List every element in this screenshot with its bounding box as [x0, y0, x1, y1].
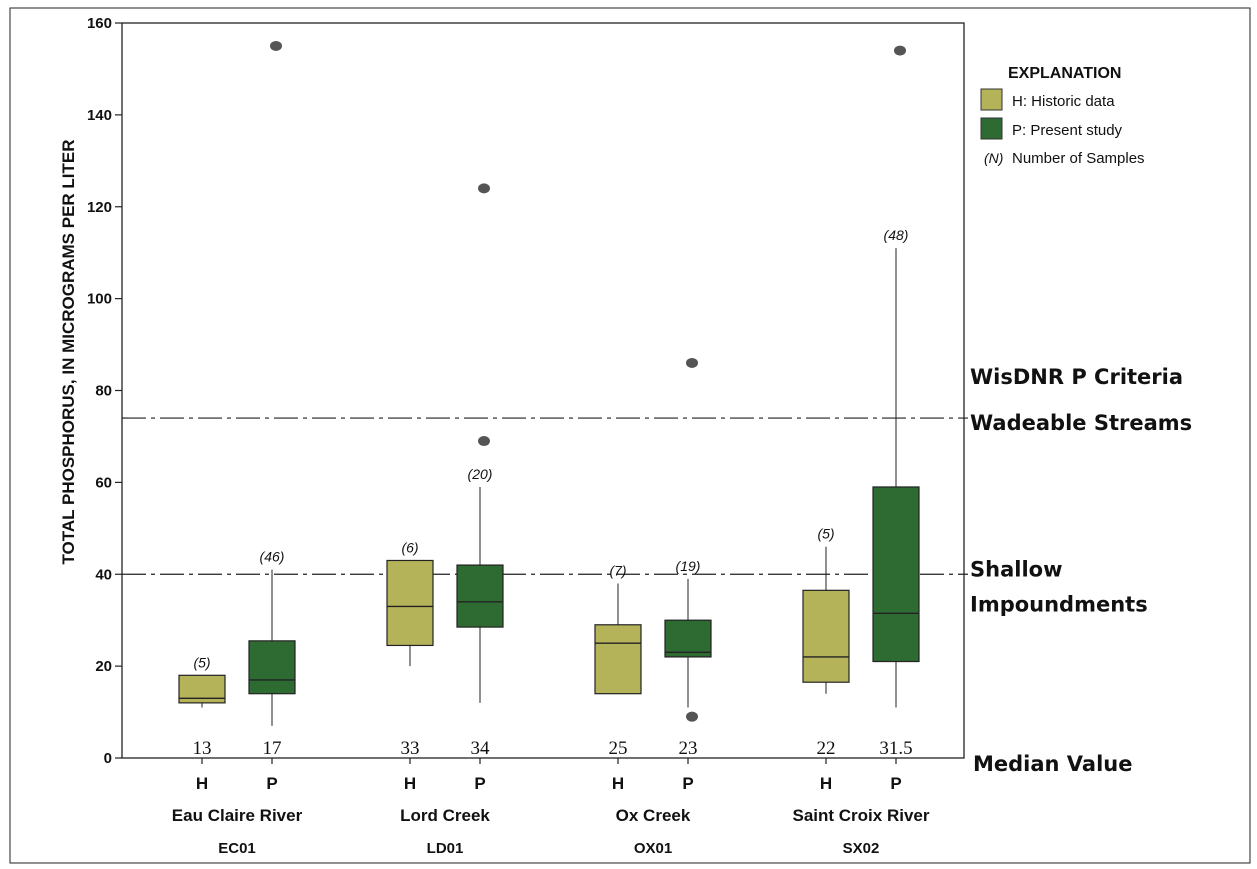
group-label: P	[890, 774, 901, 793]
y-tick-label: 160	[87, 15, 112, 32]
sample-count-label: (48)	[884, 227, 909, 243]
box	[248, 640, 296, 695]
outlier-point	[686, 711, 698, 722]
legend-title: EXPLANATION	[1008, 65, 1121, 82]
group-label: P	[682, 774, 693, 793]
y-axis: 0 20 40 60 80 100 120 140 160	[87, 15, 122, 767]
legend-n-label: Number of Samples	[1012, 150, 1145, 167]
site-code-label: OX01	[634, 840, 672, 857]
sample-count-label: (46)	[260, 549, 285, 565]
y-tick-label: 100	[87, 291, 112, 308]
sample-count-label: (5)	[193, 654, 210, 670]
outlier-point	[894, 45, 906, 56]
site-name-label: Eau Claire River	[172, 806, 303, 825]
median-value-label: 34	[471, 738, 491, 759]
figure-border	[9, 7, 1251, 864]
box	[802, 589, 850, 683]
y-tick-label: 60	[95, 474, 112, 491]
y-axis-label: TOTAL PHOSPHORUS, IN MICROGRAMS PER LITE…	[59, 139, 78, 564]
median-value-label: 31.5	[879, 738, 912, 759]
outlier-point	[686, 357, 698, 368]
reference-line-label: WisDNR P Criteria	[970, 365, 1183, 389]
median-row-label: Median Value	[973, 752, 1132, 776]
legend-n-symbol: (N)	[984, 150, 1003, 166]
site-code-label: LD01	[427, 840, 464, 857]
median-value-label: 33	[401, 738, 420, 759]
median-value-label: 22	[817, 738, 836, 759]
sample-count-label: (6)	[401, 539, 418, 555]
group-label: H	[820, 774, 832, 793]
box	[664, 619, 712, 658]
group-label: H	[404, 774, 416, 793]
reference-line-label: Shallow	[970, 557, 1062, 581]
y-tick-label: 40	[95, 566, 112, 583]
sample-count-label: (19)	[676, 558, 701, 574]
group-label: H	[196, 774, 208, 793]
reference-line-label: Wadeable Streams	[970, 411, 1192, 435]
x-axis-labels: H P Eau Claire River EC01 H P Lord Creek LD01 H P…	[172, 758, 930, 857]
legend-historic-label: H: Historic data	[1012, 93, 1115, 110]
median-value-label: 25	[609, 738, 628, 759]
legend-present-label: P: Present study	[1012, 122, 1123, 139]
group-label: H	[612, 774, 624, 793]
site-code-label: SX02	[843, 840, 880, 857]
site-name-label: Saint Croix River	[793, 806, 930, 825]
box-plots: (5) 13 (46) 17 (6) 33 (20) 34 (7) 25 (19) 23 (5) 22 (4…	[178, 40, 920, 759]
median-value-label: 17	[263, 738, 282, 759]
legend: EXPLANATION H: Historic data P: Present …	[980, 65, 1145, 167]
legend-historic-swatch	[980, 88, 1003, 111]
reference-line-label: Impoundments	[970, 592, 1148, 616]
box	[386, 559, 434, 647]
box	[872, 486, 920, 663]
reference-lines: WisDNR P Criteria Wadeable Streams Shallow…	[122, 365, 1192, 616]
y-tick-label: 0	[104, 750, 112, 767]
outlier-point	[270, 40, 282, 51]
sample-count-label: (20)	[468, 466, 493, 482]
y-tick-label: 20	[95, 658, 112, 675]
sample-count-label: (5)	[817, 526, 834, 542]
outlier-point	[478, 183, 490, 194]
box	[456, 564, 504, 628]
y-tick-label: 80	[95, 383, 112, 400]
group-label: P	[474, 774, 485, 793]
median-value-label: 13	[193, 738, 212, 759]
outlier-point	[478, 436, 490, 447]
y-tick-label: 120	[87, 199, 112, 216]
site-code-label: EC01	[218, 840, 256, 857]
box	[594, 624, 642, 695]
median-value-label: 23	[679, 738, 698, 759]
sample-count-label: (7)	[609, 562, 626, 578]
site-name-label: Lord Creek	[400, 806, 490, 825]
group-label: P	[266, 774, 277, 793]
y-tick-label: 140	[87, 107, 112, 124]
site-name-label: Ox Creek	[616, 806, 691, 825]
legend-present-swatch	[980, 117, 1003, 140]
